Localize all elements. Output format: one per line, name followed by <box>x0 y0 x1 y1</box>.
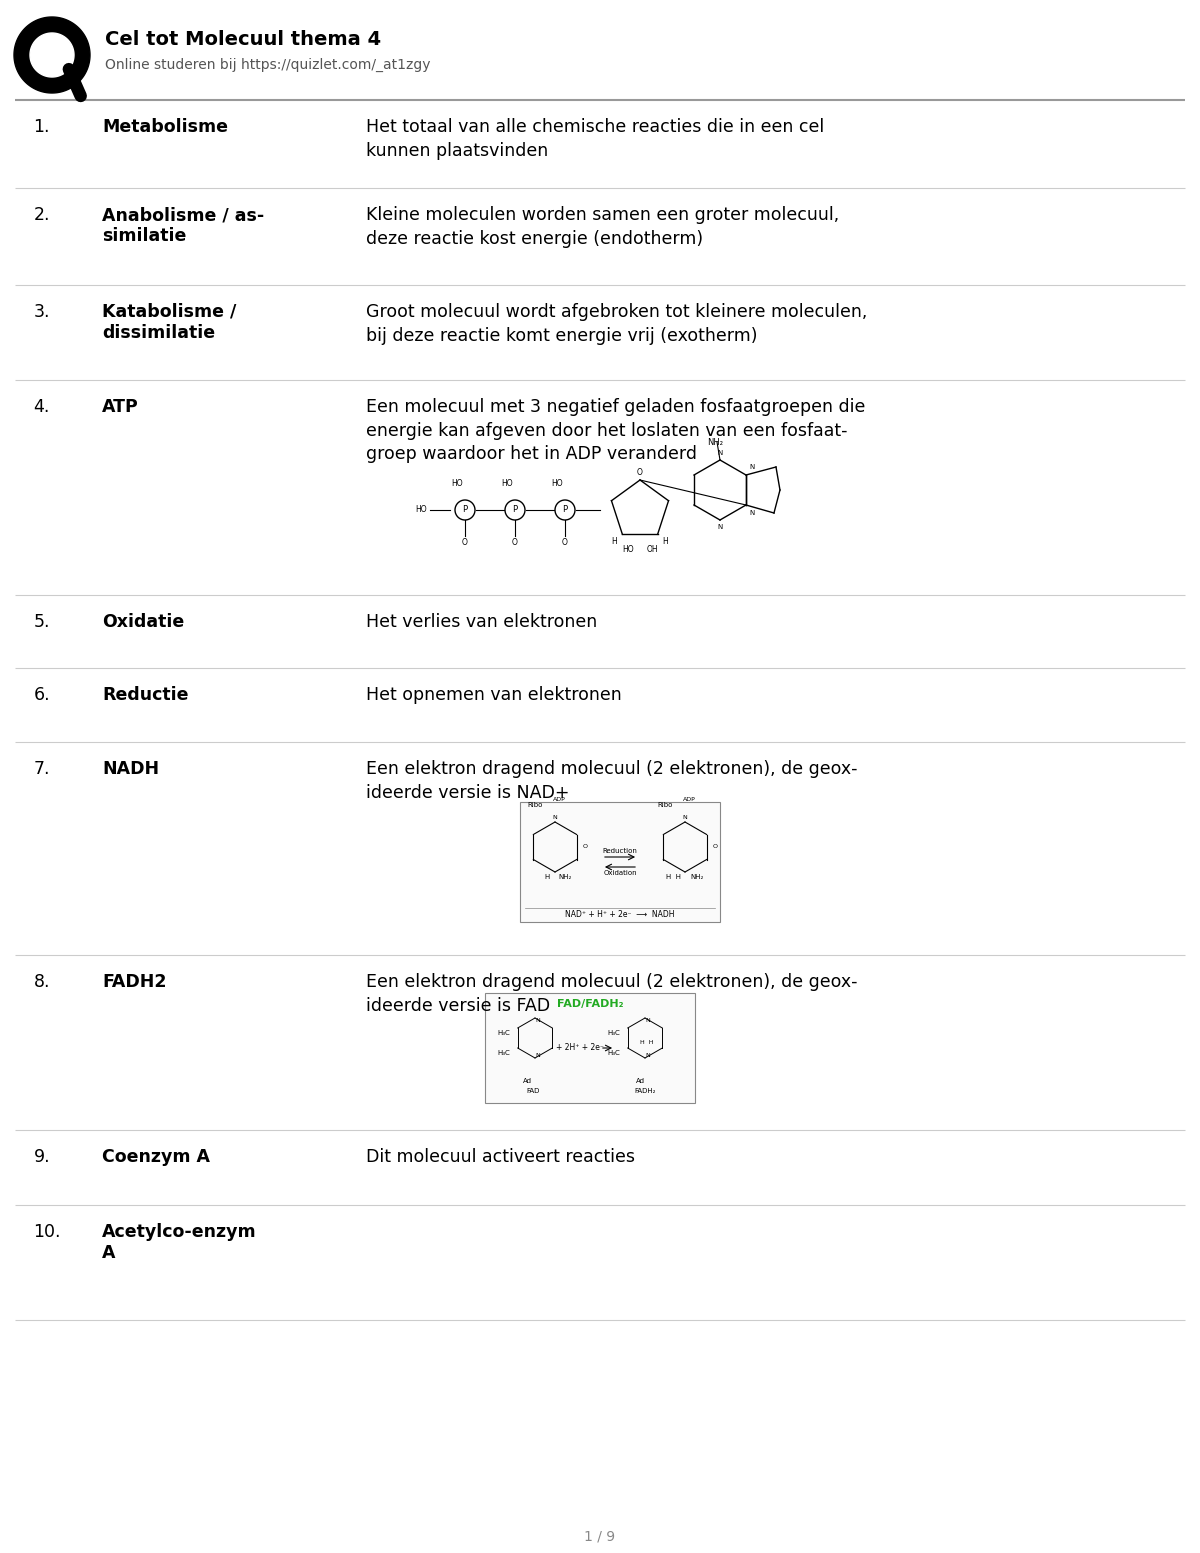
Text: 8.: 8. <box>34 974 50 991</box>
Text: 5.: 5. <box>34 613 50 631</box>
Text: H  H: H H <box>666 874 680 881</box>
Text: ADP: ADP <box>683 797 696 801</box>
Text: Cel tot Molecuul thema 4: Cel tot Molecuul thema 4 <box>106 30 382 50</box>
Text: OH: OH <box>646 545 658 554</box>
Text: N: N <box>718 450 722 457</box>
Text: Het totaal van alle chemische reacties die in een cel
kunnen plaatsvinden: Het totaal van alle chemische reacties d… <box>366 118 824 160</box>
Text: H₃C: H₃C <box>497 1050 510 1056</box>
Text: O: O <box>583 845 588 849</box>
Text: NH₂: NH₂ <box>707 438 722 447</box>
Text: HO: HO <box>502 478 512 488</box>
Text: N: N <box>646 1053 650 1058</box>
Text: Het opnemen van elektronen: Het opnemen van elektronen <box>366 686 622 704</box>
Polygon shape <box>14 17 90 93</box>
Text: FADH2: FADH2 <box>102 974 167 991</box>
Text: HO: HO <box>551 478 563 488</box>
Text: Ribo: Ribo <box>658 801 673 808</box>
Text: H₃C: H₃C <box>497 1030 510 1036</box>
Text: N: N <box>749 464 755 471</box>
Text: N: N <box>535 1019 540 1023</box>
Text: O: O <box>637 467 643 477</box>
Text: Reductie: Reductie <box>102 686 188 704</box>
Text: Ad: Ad <box>522 1078 532 1084</box>
Text: ADP: ADP <box>553 797 565 801</box>
Text: O: O <box>462 537 468 547</box>
Text: HO: HO <box>451 478 463 488</box>
Text: Kleine moleculen worden samen een groter molecuul,
deze reactie kost energie (en: Kleine moleculen worden samen een groter… <box>366 207 839 247</box>
Text: 2.: 2. <box>34 207 50 224</box>
Text: Coenzym A: Coenzym A <box>102 1148 210 1166</box>
Text: Metabolisme: Metabolisme <box>102 118 228 137</box>
Text: NADH: NADH <box>102 759 160 778</box>
Text: Oxidatie: Oxidatie <box>102 613 185 631</box>
Text: O: O <box>512 537 518 547</box>
Text: 7.: 7. <box>34 759 50 778</box>
Text: HO: HO <box>415 505 427 514</box>
FancyBboxPatch shape <box>520 801 720 922</box>
Text: Acetylco-enzym
A: Acetylco-enzym A <box>102 1224 257 1261</box>
Text: O: O <box>713 845 718 849</box>
Text: 1 / 9: 1 / 9 <box>584 1530 616 1544</box>
Text: Anabolisme / as-
similatie: Anabolisme / as- similatie <box>102 207 264 245</box>
Text: Ad: Ad <box>636 1078 644 1084</box>
Text: HO: HO <box>622 545 634 554</box>
Polygon shape <box>30 33 74 78</box>
Text: Een elektron dragend molecuul (2 elektronen), de geox-
ideerde versie is NAD+: Een elektron dragend molecuul (2 elektro… <box>366 759 858 801</box>
Text: 4.: 4. <box>34 398 50 416</box>
Text: FADH₂: FADH₂ <box>635 1089 655 1093</box>
Text: N: N <box>646 1019 650 1023</box>
Text: 10.: 10. <box>34 1224 61 1241</box>
Text: Een molecuul met 3 negatief geladen fosfaatgroepen die
energie kan afgeven door : Een molecuul met 3 negatief geladen fosf… <box>366 398 865 463</box>
Text: ATP: ATP <box>102 398 139 416</box>
Text: NAD⁺ + H⁺ + 2e⁻  ⟶  NADH: NAD⁺ + H⁺ + 2e⁻ ⟶ NADH <box>565 910 674 919</box>
Text: H₃C: H₃C <box>607 1030 620 1036</box>
Text: N: N <box>553 815 557 820</box>
Text: H₃C: H₃C <box>607 1050 620 1056</box>
Text: Het verlies van elektronen: Het verlies van elektronen <box>366 613 598 631</box>
Text: Ribo: Ribo <box>528 801 542 808</box>
Text: Oxidation: Oxidation <box>604 870 637 876</box>
FancyBboxPatch shape <box>485 992 695 1103</box>
Text: FAD: FAD <box>527 1089 540 1093</box>
Text: Dit molecuul activeert reacties: Dit molecuul activeert reacties <box>366 1148 635 1166</box>
Text: FAD/FADH₂: FAD/FADH₂ <box>557 999 623 1009</box>
Text: 6.: 6. <box>34 686 50 704</box>
Text: Groot molecuul wordt afgebroken tot kleinere moleculen,
bij deze reactie komt en: Groot molecuul wordt afgebroken tot klei… <box>366 303 868 345</box>
Text: N: N <box>718 523 722 530</box>
Text: NH₂: NH₂ <box>558 874 571 881</box>
Text: Katabolisme /
dissimilatie: Katabolisme / dissimilatie <box>102 303 236 342</box>
Text: P: P <box>512 505 517 514</box>
Text: 1.: 1. <box>34 118 50 137</box>
Text: 3.: 3. <box>34 303 50 321</box>
Text: N: N <box>749 509 755 516</box>
Text: Reduction: Reduction <box>602 848 637 854</box>
Text: H: H <box>612 537 617 547</box>
Text: Online studeren bij https://quizlet.com/_at1zgy: Online studeren bij https://quizlet.com/… <box>106 57 431 71</box>
Text: H: H <box>545 874 550 881</box>
Text: O: O <box>562 537 568 547</box>
Text: 9.: 9. <box>34 1148 50 1166</box>
Text: P: P <box>462 505 468 514</box>
Text: NH₂: NH₂ <box>690 874 703 881</box>
Text: H  H: H H <box>640 1041 654 1045</box>
Text: N: N <box>535 1053 540 1058</box>
Text: P: P <box>563 505 568 514</box>
Text: + 2H⁺ + 2e⁻: + 2H⁺ + 2e⁻ <box>556 1044 604 1053</box>
Text: Een elektron dragend molecuul (2 elektronen), de geox-
ideerde versie is FAD: Een elektron dragend molecuul (2 elektro… <box>366 974 858 1014</box>
Text: H: H <box>662 537 668 547</box>
Text: N: N <box>683 815 688 820</box>
